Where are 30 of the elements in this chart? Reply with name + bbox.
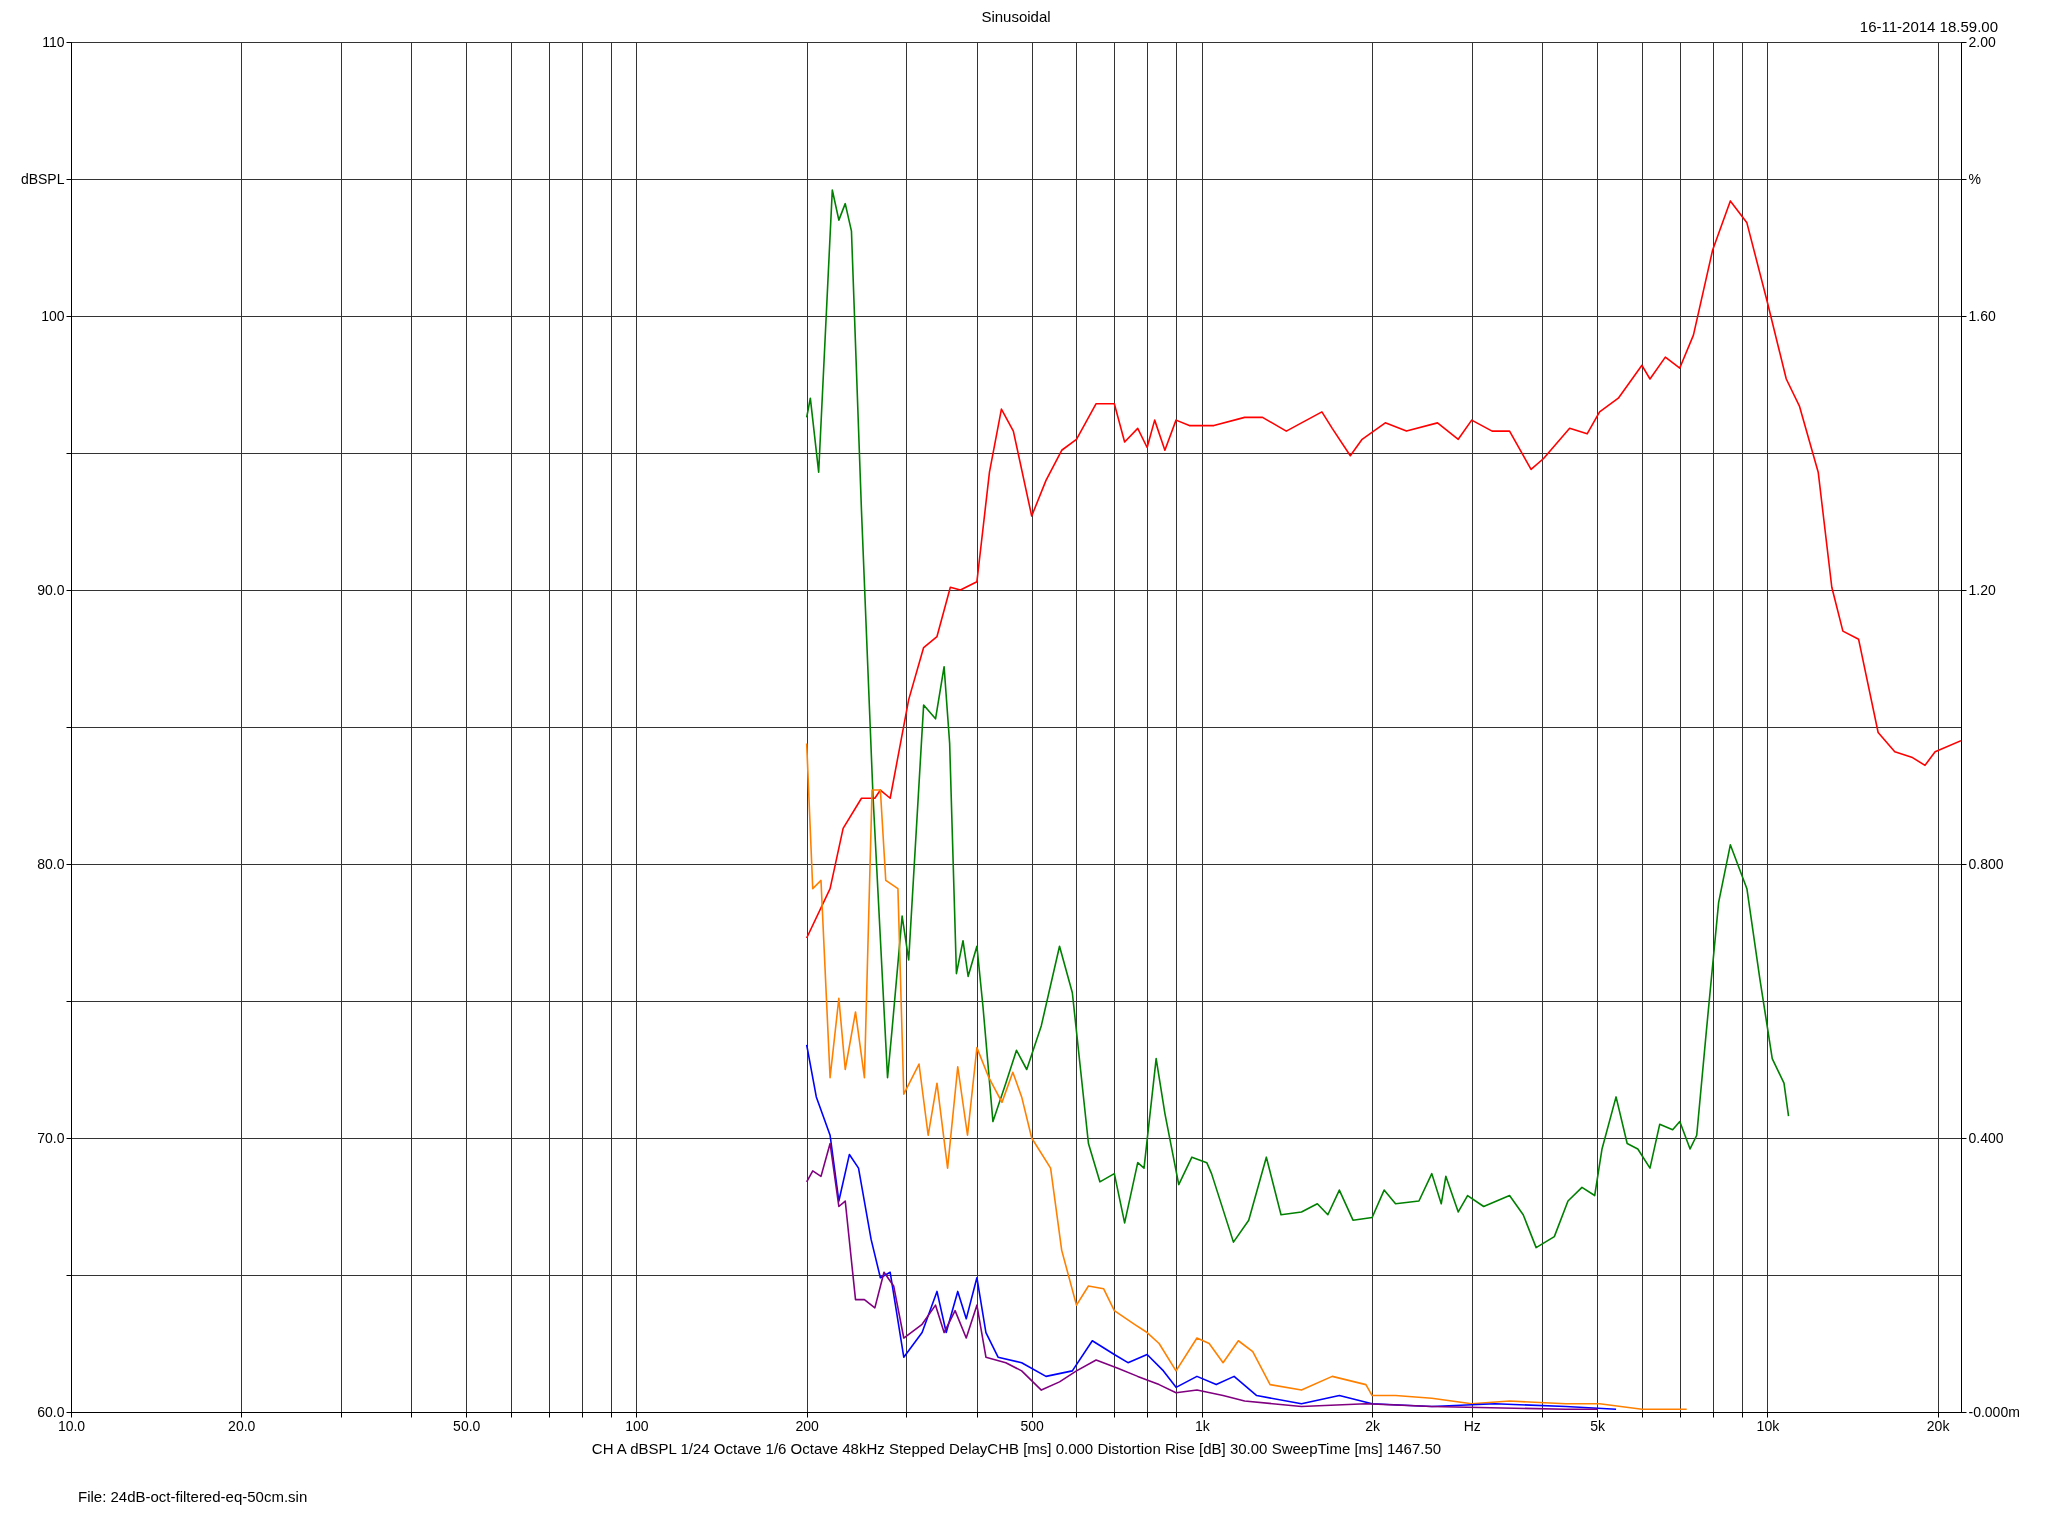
y-tick-label: 90.0 — [37, 581, 65, 598]
x-tick-label: 100 — [625, 1417, 649, 1434]
x-tick-label: 10.0 — [57, 1417, 86, 1434]
x-tick-label: 5k — [1590, 1417, 1607, 1434]
y-tick-label: 60.0 — [37, 1403, 65, 1420]
y-tick-label: 70.0 — [37, 1129, 65, 1146]
chart-title: Sinusoidal — [981, 8, 1051, 25]
x-axis-title: CH A dBSPL 1/24 Octave 1/6 Octave 48kHz Stepped DelayCHB [ms] 0.000 Distortion Rise [dB] 30.00 SweepTime [ms] 1467.50 — [591, 1439, 1442, 1457]
x-tick-label: 10k — [1756, 1417, 1781, 1434]
x-tick-label: 20k — [1926, 1417, 1951, 1434]
y2-tick-label: % — [1968, 170, 1981, 187]
y-tick-label: 100 — [41, 307, 65, 324]
text: File: 24dB-oct-filtered-eq-50cm.sin — [78, 1488, 308, 1505]
x-tick-label: 2k — [1365, 1417, 1382, 1434]
x-tick-label: 50.0 — [453, 1417, 481, 1434]
x-tick-label: 20.0 — [228, 1417, 256, 1434]
y-tick-label: 80.0 — [37, 855, 65, 872]
x-tick-label: 1k — [1195, 1417, 1211, 1434]
y2-tick-label: -0.000m — [1968, 1403, 2020, 1420]
text: 16-11-2014 18.59.00 — [1859, 18, 1998, 35]
x-tick-label: Hz — [1463, 1417, 1481, 1434]
y2-tick-label: 0.800 — [1968, 855, 2004, 872]
y2-tick-label: 0.400 — [1968, 1129, 2004, 1146]
y2-tick-label: 1.20 — [1968, 581, 1996, 598]
x-tick-label: 200 — [795, 1417, 820, 1434]
x-tick-label: 500 — [1020, 1417, 1045, 1434]
y-tick-label: dBSPL — [20, 170, 65, 187]
y2-tick-label: 2.00 — [1968, 33, 1996, 50]
y2-tick-label: 1.60 — [1968, 307, 1996, 324]
y-tick-label: 110 — [42, 33, 65, 50]
